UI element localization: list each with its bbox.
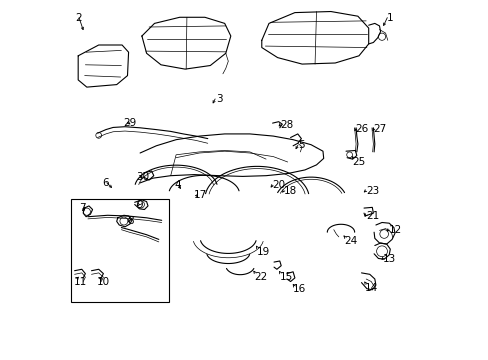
Text: 5: 5 (297, 140, 304, 150)
Text: 26: 26 (355, 124, 368, 134)
Text: 15: 15 (279, 272, 292, 282)
Text: 27: 27 (373, 124, 386, 134)
Text: 17: 17 (193, 190, 206, 200)
Text: 7: 7 (79, 203, 85, 213)
Text: 4: 4 (174, 180, 181, 190)
Text: 2: 2 (75, 13, 82, 23)
Text: 3: 3 (215, 94, 222, 104)
Text: 13: 13 (382, 254, 396, 264)
Bar (71, 199, 168, 302)
Text: 1: 1 (386, 13, 392, 23)
Text: 14: 14 (365, 283, 378, 293)
Text: 21: 21 (366, 211, 379, 221)
Text: 18: 18 (283, 186, 296, 197)
Text: 30: 30 (136, 172, 149, 182)
Text: 19: 19 (257, 247, 270, 257)
Text: 11: 11 (73, 277, 86, 287)
Text: 12: 12 (387, 225, 401, 235)
Text: 9: 9 (136, 200, 143, 210)
Text: 8: 8 (127, 216, 134, 226)
Text: 23: 23 (366, 186, 379, 197)
Text: 20: 20 (272, 180, 285, 190)
Text: 16: 16 (292, 284, 305, 294)
Text: 29: 29 (122, 118, 136, 128)
Text: 24: 24 (344, 236, 357, 246)
Text: 10: 10 (97, 277, 110, 287)
Text: 25: 25 (352, 157, 365, 167)
Text: 28: 28 (280, 120, 293, 130)
Text: 22: 22 (254, 272, 267, 282)
Text: 6: 6 (102, 178, 109, 188)
